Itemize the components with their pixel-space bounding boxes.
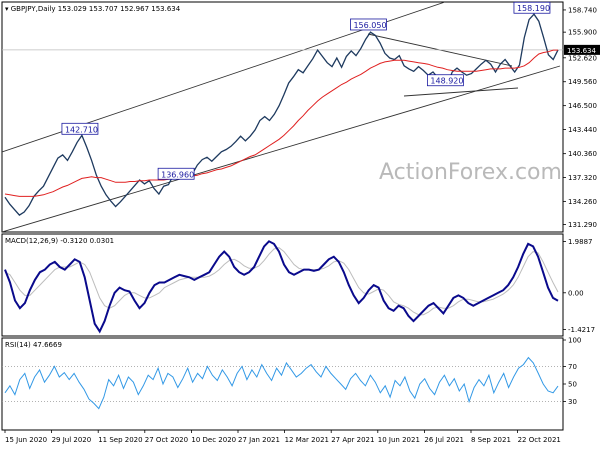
annotation-box: [157, 167, 195, 180]
watermark-text: ActionForex.com: [379, 160, 562, 185]
x-tick-label: 29 Jul 2020: [52, 436, 92, 444]
panel-frame-2: [1, 337, 564, 431]
annotation-label: 156.050: [353, 21, 386, 30]
rsi-y-tick-label: 100: [568, 337, 581, 345]
x-tick-label: 27 Apr 2021: [331, 436, 374, 444]
annotation-box: [61, 122, 99, 135]
moving-average-line: [4, 49, 558, 197]
x-tick-label: 11 Sep 2020: [98, 436, 142, 444]
triangle-bottom-line: [403, 87, 519, 97]
panel-frame-0: [1, 1, 564, 233]
price-header: ▾ GBPJPY,Daily 153.029 153.707 152.967 1…: [5, 5, 181, 13]
price-y-tick-label: 137.320: [568, 174, 597, 182]
price-y-tick-label: 149.560: [568, 78, 597, 86]
rsi-y-tick-label: 50: [568, 381, 577, 389]
rsi-header: RSI(14) 47.6669: [5, 341, 62, 349]
x-tick-label: 10 Dec 2020: [191, 436, 236, 444]
x-tick-label: 22 Oct 2021: [518, 436, 561, 444]
annotation-box: [426, 74, 464, 87]
annotation-label: 136.960: [161, 170, 194, 179]
x-tick-label: 12 Mar 2021: [285, 436, 329, 444]
channel-lower-line: [2, 65, 561, 232]
price-y-tick-label: 158.740: [568, 6, 597, 14]
annotation-label: 142.710: [65, 125, 98, 134]
price-y-tick-label: 134.260: [568, 198, 597, 206]
x-tick-label: 8 Sep 2021: [471, 436, 511, 444]
x-tick-label: 10 Jun 2021: [378, 436, 420, 444]
x-tick-label: 27 Jan 2021: [238, 436, 280, 444]
x-tick-label: 26 Jul 2021: [424, 436, 464, 444]
price-y-tick-label: 143.440: [568, 126, 597, 134]
macd-y-tick-label: 0.00: [568, 289, 584, 297]
rsi-y-tick-label: 30: [568, 398, 577, 406]
annotation-box: [350, 18, 387, 31]
price-y-tick-label: 131.290: [568, 221, 597, 229]
price-y-tick-label: 155.900: [568, 29, 597, 37]
macd-line: [4, 240, 559, 334]
annotation-label: 158.190: [517, 4, 550, 13]
annotation-box: [513, 1, 551, 14]
price-y-tick-label: 146.500: [568, 102, 597, 110]
rsi-y-tick-label: 70: [568, 363, 577, 371]
last-price-label: 153.634: [567, 47, 596, 55]
price-y-tick-label: 140.360: [568, 150, 597, 158]
x-tick-label: 27 Oct 2020: [145, 436, 188, 444]
macd-y-tick-label: 1.9887: [568, 238, 593, 246]
macd-y-tick-label: -1.4217: [568, 326, 595, 334]
x-tick-label: 15 Jun 2020: [5, 436, 47, 444]
price-y-tick-label: 152.620: [568, 54, 597, 62]
rsi-line: [4, 356, 559, 410]
annotation-label: 148.920: [430, 77, 463, 86]
last-price-box: [564, 44, 600, 55]
macd-header: MACD(12,26,9) -0.3120 0.0301: [5, 237, 114, 245]
